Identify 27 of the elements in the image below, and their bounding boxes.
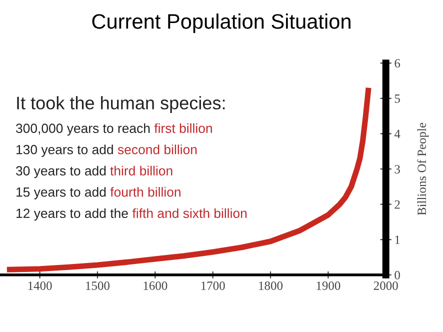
annotation: second billion (118, 144, 197, 154)
x-tick-label: 1500 (86, 282, 110, 290)
y-axis-title: Billions Of People (417, 122, 429, 216)
annotation: 300,000 years to reach (16, 123, 150, 136)
y-tick-label: 0 (394, 270, 400, 280)
x-tick-label: 1900 (316, 282, 340, 290)
annotation: third billion (110, 166, 172, 176)
x-tick-label: 2000 (374, 282, 398, 290)
x-tick-label: 1700 (201, 282, 225, 290)
annotation: It took the human species: (17, 96, 225, 113)
annotation: first billion (154, 123, 212, 134)
chart-title: Current Population Situation (92, 14, 350, 33)
annotation: fourth billion (110, 187, 180, 197)
y-tick-label: 5 (394, 94, 400, 103)
x-tick-label: 1400 (28, 282, 52, 290)
y-tick-label: 4 (394, 130, 400, 138)
y-tick-label: 1 (395, 236, 400, 244)
y-tick-label: 6 (394, 59, 400, 68)
annotation: 30 years to add (16, 166, 106, 178)
x-tick-label: 1800 (259, 282, 283, 290)
x-tick-label: 1600 (144, 282, 168, 290)
annotation: 12 years to add the (16, 208, 128, 221)
annotation: fifth and sixth billion (132, 208, 247, 218)
y-tick-label: 3 (394, 165, 400, 174)
y-tick-label: 2 (394, 200, 400, 209)
annotation: 15 years to add (16, 187, 106, 200)
annotation: 130 years to add (16, 144, 113, 157)
